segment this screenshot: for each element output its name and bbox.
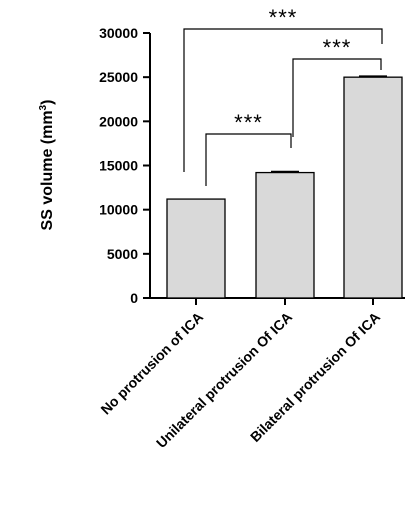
significance-label: *** [323, 35, 352, 60]
significance-bracket [183, 28, 383, 172]
significance-label: *** [234, 110, 263, 135]
bars [166, 75, 403, 299]
y-tick-label: 25000 [99, 69, 138, 85]
y-tick-label: 10000 [99, 202, 138, 218]
bar [343, 76, 403, 299]
bar [255, 171, 315, 299]
y-tick-label: 15000 [99, 158, 138, 174]
significance-bracket [205, 133, 292, 186]
y-tick-label: 5000 [107, 246, 138, 262]
y-tick-label: 30000 [99, 25, 138, 41]
category-label: No protrusion of ICA [97, 309, 206, 418]
bar [166, 198, 226, 299]
y-axis: 0 5000 10000 15000 20000 25000 30000 [99, 25, 151, 306]
y-axis-title: SS volume (mm3) [38, 100, 56, 231]
y-tick-label: 0 [130, 290, 138, 306]
significance-bracket [292, 58, 382, 137]
significance-brackets: *** *** *** [183, 5, 383, 186]
x-axis [150, 297, 405, 305]
significance-label: *** [269, 5, 298, 30]
y-tick-label: 20000 [99, 113, 138, 129]
